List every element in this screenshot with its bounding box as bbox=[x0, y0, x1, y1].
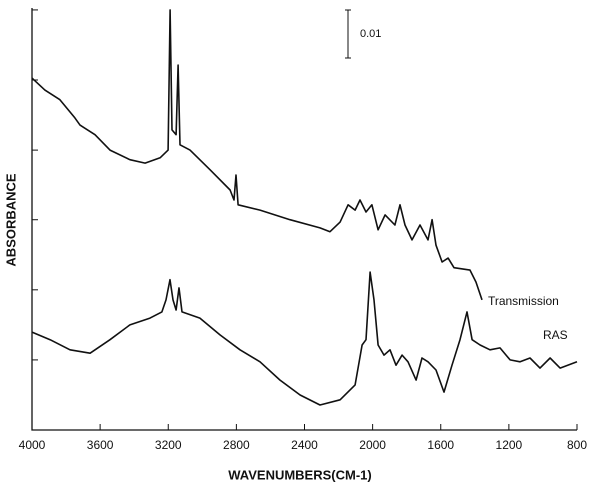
x-tick-label: 2000 bbox=[359, 438, 386, 452]
x-axis-label: WAVENUMBERS(CM-1) bbox=[228, 467, 371, 482]
x-tick-label: 4000 bbox=[19, 438, 46, 452]
spectrum-line bbox=[31, 9, 483, 301]
series-label: RAS bbox=[543, 328, 568, 342]
x-tick-label: 2400 bbox=[291, 438, 318, 452]
spectrum-line bbox=[31, 271, 578, 406]
x-tick-label: 800 bbox=[567, 438, 587, 452]
axes bbox=[31, 8, 577, 431]
series-label: Transmission bbox=[488, 294, 559, 308]
scale-bar-label: 0.01 bbox=[360, 28, 381, 40]
x-tick-label: 1600 bbox=[427, 438, 454, 452]
x-tick-label: 3600 bbox=[87, 438, 114, 452]
y-axis-label: ABSORBANCE bbox=[3, 173, 18, 267]
x-tick-label: 3200 bbox=[155, 438, 182, 452]
x-tick-label: 2800 bbox=[223, 438, 250, 452]
x-tick-label: 1200 bbox=[496, 438, 523, 452]
